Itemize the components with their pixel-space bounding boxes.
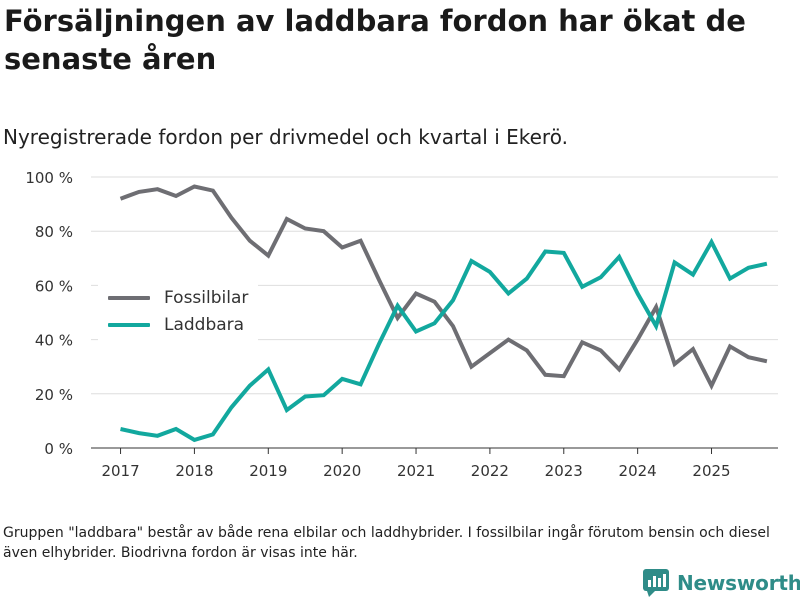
chart-legend: Fossilbilar Laddbara: [98, 280, 258, 342]
legend-swatch-laddbara: [108, 323, 150, 327]
chart-title: Försäljningen av laddbara fordon har öka…: [4, 4, 746, 76]
footnote: Gruppen "laddbara" består av både rena e…: [3, 525, 770, 561]
y-tick-label: 20 %: [35, 386, 73, 404]
x-tick-label: 2020: [323, 462, 361, 480]
x-tick-label: 2025: [692, 462, 730, 480]
series-lines: [119, 184, 768, 443]
x-tick-label: 2024: [619, 462, 657, 480]
newsworthy-logo-icon: [643, 569, 669, 597]
brand-name: Newsworthy: [677, 571, 800, 595]
series-line-laddbara: [120, 237, 768, 443]
line-chart: 0 % 20 % 40 % 60 % 80 % 100 % 2017 2018 2019 2020…: [25, 169, 778, 480]
y-tick-label: 0 %: [44, 440, 73, 458]
axes: 0 % 20 % 40 % 60 % 80 % 100 % 2017 2018 2019 2020…: [25, 169, 778, 480]
legend-label-laddbara: Laddbara: [164, 315, 245, 335]
x-tick-label: 2022: [471, 462, 509, 480]
legend-label-fossil: Fossilbilar: [164, 288, 249, 308]
x-tick-label: 2019: [249, 462, 287, 480]
legend-item-laddbara: Laddbara: [108, 313, 244, 337]
y-tick-label: 100 %: [25, 169, 73, 187]
y-tick-label: 40 %: [35, 332, 73, 350]
x-tick-label: 2017: [101, 462, 139, 480]
legend-swatch-fossil: [108, 296, 150, 300]
chart-subtitle: Nyregistrerade fordon per drivmedel och …: [3, 125, 568, 149]
newsworthy-logo[interactable]: Newsworthy: [643, 568, 800, 598]
y-tick-label: 60 %: [35, 277, 73, 295]
x-tick-label: 2018: [175, 462, 213, 480]
x-tick-label: 2021: [397, 462, 435, 480]
legend-item-fossil: Fossilbilar: [108, 286, 248, 310]
x-tick-label: 2023: [545, 462, 583, 480]
y-tick-label: 80 %: [35, 223, 73, 241]
